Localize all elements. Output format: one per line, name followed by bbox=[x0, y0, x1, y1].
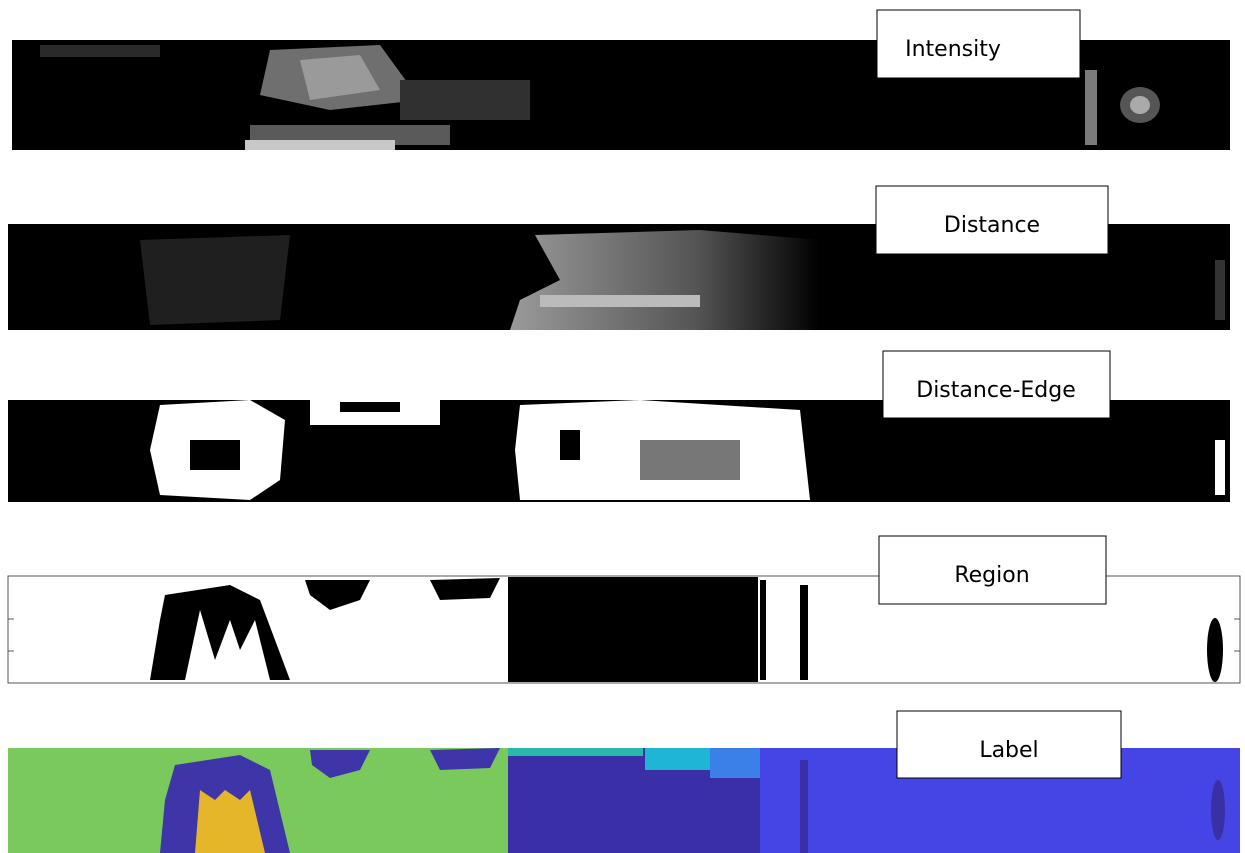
panel-label: Label bbox=[979, 738, 1038, 763]
page: Intensity Distance Distance-Edge bbox=[0, 0, 1245, 853]
panel-label: Distance-Edge bbox=[916, 378, 1076, 403]
panel-label: Region bbox=[954, 563, 1029, 588]
panel-label: Intensity bbox=[905, 37, 1001, 62]
panel-label: Distance bbox=[944, 213, 1040, 238]
figure: Intensity Distance Distance-Edge bbox=[0, 0, 1245, 853]
